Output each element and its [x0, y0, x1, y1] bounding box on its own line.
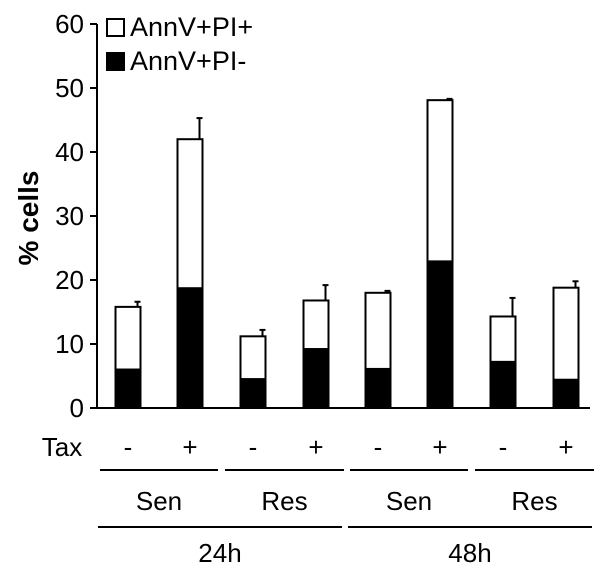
legend-swatch — [106, 52, 125, 71]
treatment-label: - — [249, 432, 258, 462]
treatment-label: + — [558, 432, 573, 462]
y-tick-label: 30 — [55, 201, 84, 231]
bar-annv-pi-neg — [176, 287, 204, 410]
y-tick-label: 10 — [55, 329, 84, 359]
cell-line-label: Res — [261, 486, 307, 516]
bar-annv-pi-pos — [114, 305, 142, 371]
bar-annv-pi-pos — [426, 99, 454, 263]
timepoint-label: 48h — [448, 538, 491, 568]
bar-annv-pi-neg — [239, 378, 267, 410]
legend-label: AnnV+PI+ — [130, 12, 253, 42]
treatment-label: + — [308, 432, 323, 462]
y-tick-label: 0 — [70, 393, 84, 423]
treatment-labels: - + - + - + - + — [124, 432, 574, 462]
treatment-label: - — [124, 432, 133, 462]
y-tick-label: 60 — [55, 9, 84, 39]
bar-annv-pi-pos — [176, 138, 204, 290]
legend-swatch — [106, 18, 125, 37]
y-tick-label: 40 — [55, 137, 84, 167]
bar-annv-pi-pos — [302, 299, 330, 351]
bar-annv-pi-neg — [489, 360, 517, 410]
bar-annv-pi-neg — [552, 378, 580, 409]
treatment-label: - — [499, 432, 508, 462]
treatment-row-label: Tax — [42, 432, 82, 462]
bar-annv-pi-pos — [552, 286, 580, 381]
treatment-label: + — [432, 432, 447, 462]
bar-annv-pi-pos — [239, 335, 267, 381]
bar-annv-pi-neg — [364, 367, 392, 409]
bar-annv-pi-pos — [489, 315, 517, 363]
bar-annv-pi-pos — [364, 291, 392, 370]
treatment-label: - — [374, 432, 383, 462]
cell-line-label: Sen — [136, 486, 182, 516]
timepoint-label: 24h — [198, 538, 241, 568]
y-axis-ticks: 0 10 20 30 40 50 60 — [55, 9, 97, 423]
bar-annv-pi-neg — [302, 348, 330, 409]
bars — [114, 97, 580, 410]
bar-annv-pi-neg — [426, 260, 454, 409]
legend-label: AnnV+PI- — [130, 46, 246, 76]
cell-line-label: Sen — [386, 486, 432, 516]
treatment-label: + — [182, 432, 197, 462]
bar-annv-pi-neg — [114, 368, 142, 410]
y-tick-label: 20 — [55, 265, 84, 295]
timepoint-groups: 24h 48h — [98, 526, 592, 568]
y-tick-label: 50 — [55, 73, 84, 103]
y-axis-title: % cells — [13, 171, 44, 266]
cell-line-groups: Sen Res Sen Res — [100, 469, 594, 516]
legend: AnnV+PI+ AnnV+PI- — [106, 12, 253, 76]
cell-line-label: Res — [511, 486, 557, 516]
